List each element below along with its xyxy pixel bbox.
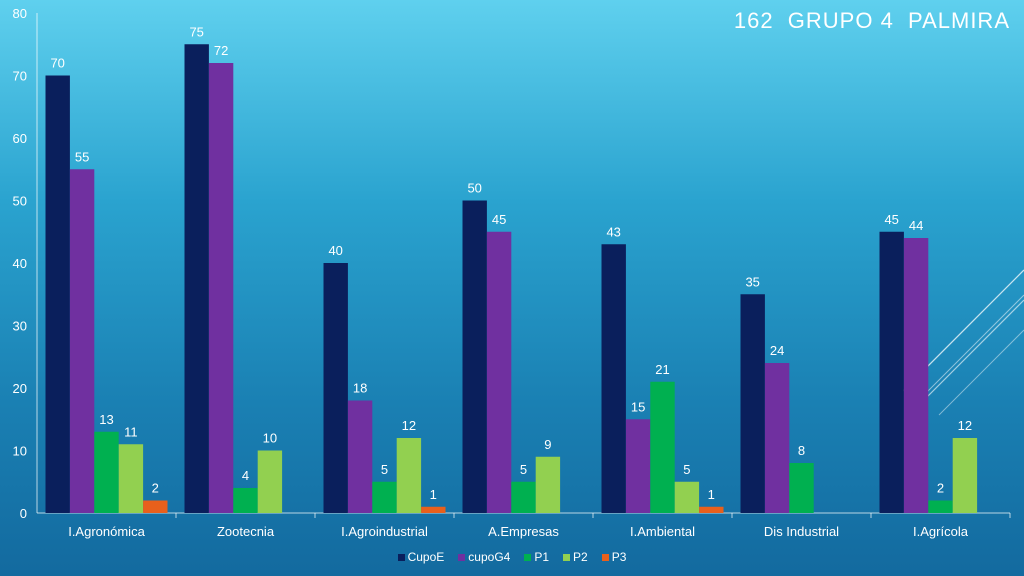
bar-CupoE-6	[879, 231, 904, 513]
bar-CupoE-0	[45, 75, 70, 513]
bar-P2-1	[257, 450, 283, 513]
y-tick-label: 20	[13, 381, 27, 396]
bar-P1-5	[789, 463, 814, 513]
data-label: 4	[242, 468, 249, 483]
data-label: 55	[75, 149, 89, 164]
legend-label: P1	[534, 550, 550, 564]
legend-swatch	[458, 553, 466, 561]
legend-swatch	[524, 553, 532, 561]
bar-P1-6	[928, 500, 953, 513]
data-label: 5	[381, 462, 388, 477]
data-label: 1	[708, 487, 715, 502]
y-tick-label: 80	[13, 6, 27, 21]
bar-cupoG4-2	[347, 400, 373, 513]
x-tick-label: A.Empresas	[488, 524, 559, 539]
data-label: 12	[402, 418, 416, 433]
y-tick-label: 40	[13, 256, 27, 271]
bar-P3-4	[699, 506, 724, 513]
x-tick-label: I.Ambiental	[630, 524, 695, 539]
data-label: 21	[655, 362, 669, 377]
data-label: 24	[770, 343, 784, 358]
bar-P1-0	[94, 431, 119, 513]
bar-P2-4	[674, 481, 700, 513]
bar-cupoG4-5	[764, 363, 790, 513]
data-label: 12	[958, 418, 972, 433]
data-label: 35	[745, 274, 759, 289]
x-tick-label: Dis Industrial	[764, 524, 839, 539]
data-label: 5	[520, 462, 527, 477]
data-label: 2	[152, 481, 159, 496]
bar-P1-3	[511, 481, 536, 513]
data-label: 1	[430, 487, 437, 502]
bar-cupoG4-3	[486, 231, 512, 513]
bar-P1-2	[372, 481, 397, 513]
bar-CupoE-4	[601, 244, 626, 513]
bar-cupoG4-0	[69, 169, 95, 513]
data-label: 45	[492, 212, 506, 227]
data-label: 11	[124, 424, 138, 439]
x-tick-label: I.Agronómica	[68, 524, 145, 539]
bar-P1-4	[650, 381, 675, 513]
chart-legend: CupoE cupoG4 P1 P2 P3	[0, 550, 1024, 564]
legend-item-CupoE: CupoE	[397, 550, 445, 564]
slide-title: 162 GRUPO 4 PALMIRA	[733, 8, 1010, 33]
legend-label: P2	[573, 550, 588, 564]
x-tick-label: I.Agrícola	[913, 524, 969, 539]
bar-CupoE-1	[184, 44, 209, 513]
legend-swatch	[563, 553, 571, 561]
bar-P2-6	[952, 438, 978, 513]
data-label: 43	[606, 224, 620, 239]
data-label: 8	[798, 443, 805, 458]
data-label: 50	[467, 181, 481, 196]
legend-swatch	[397, 553, 405, 561]
legend-label: P3	[611, 550, 627, 564]
data-label: 13	[99, 412, 113, 427]
bar-CupoE-5	[740, 294, 765, 513]
y-tick-label: 50	[13, 194, 27, 209]
bar-P2-3	[535, 456, 561, 513]
data-label: 5	[683, 462, 690, 477]
x-tick-label: I.Agroindustrial	[341, 524, 428, 539]
data-label: 44	[909, 218, 923, 233]
x-tick-label: Zootecnia	[217, 524, 275, 539]
legend-item-P1: P1	[524, 550, 549, 564]
legend-item-cupoG4: cupoG4	[458, 550, 510, 564]
y-tick-label: 0	[20, 506, 27, 521]
y-tick-label: 60	[13, 131, 27, 146]
y-tick-label: 70	[13, 69, 27, 84]
bar-P3-2	[421, 506, 446, 513]
data-label: 75	[189, 24, 203, 39]
y-tick-label: 30	[13, 319, 27, 334]
data-label: 70	[50, 56, 64, 71]
bar-P1-1	[233, 488, 258, 513]
data-label: 45	[884, 212, 898, 227]
legend-label: CupoE	[407, 550, 445, 564]
legend-label: cupoG4	[468, 550, 511, 564]
bar-P2-2	[396, 438, 422, 513]
legend-item-P3: P3	[601, 550, 627, 564]
bar-cupoG4-1	[208, 63, 234, 513]
data-label: 2	[937, 481, 944, 496]
data-label: 9	[544, 437, 551, 452]
data-label: 40	[328, 243, 342, 258]
bar-CupoE-3	[462, 200, 487, 513]
bar-CupoE-2	[323, 263, 348, 513]
legend-item-P2: P2	[563, 550, 588, 564]
bar-P3-0	[143, 500, 168, 513]
data-label: 18	[353, 381, 367, 396]
data-label: 10	[263, 431, 277, 446]
bar-P2-0	[118, 444, 144, 513]
data-label: 15	[631, 399, 645, 414]
legend-swatch	[601, 553, 609, 561]
data-label: 72	[214, 43, 228, 58]
bar-cupoG4-6	[903, 238, 929, 513]
y-tick-label: 10	[13, 444, 27, 459]
bar-cupoG4-4	[625, 419, 651, 513]
